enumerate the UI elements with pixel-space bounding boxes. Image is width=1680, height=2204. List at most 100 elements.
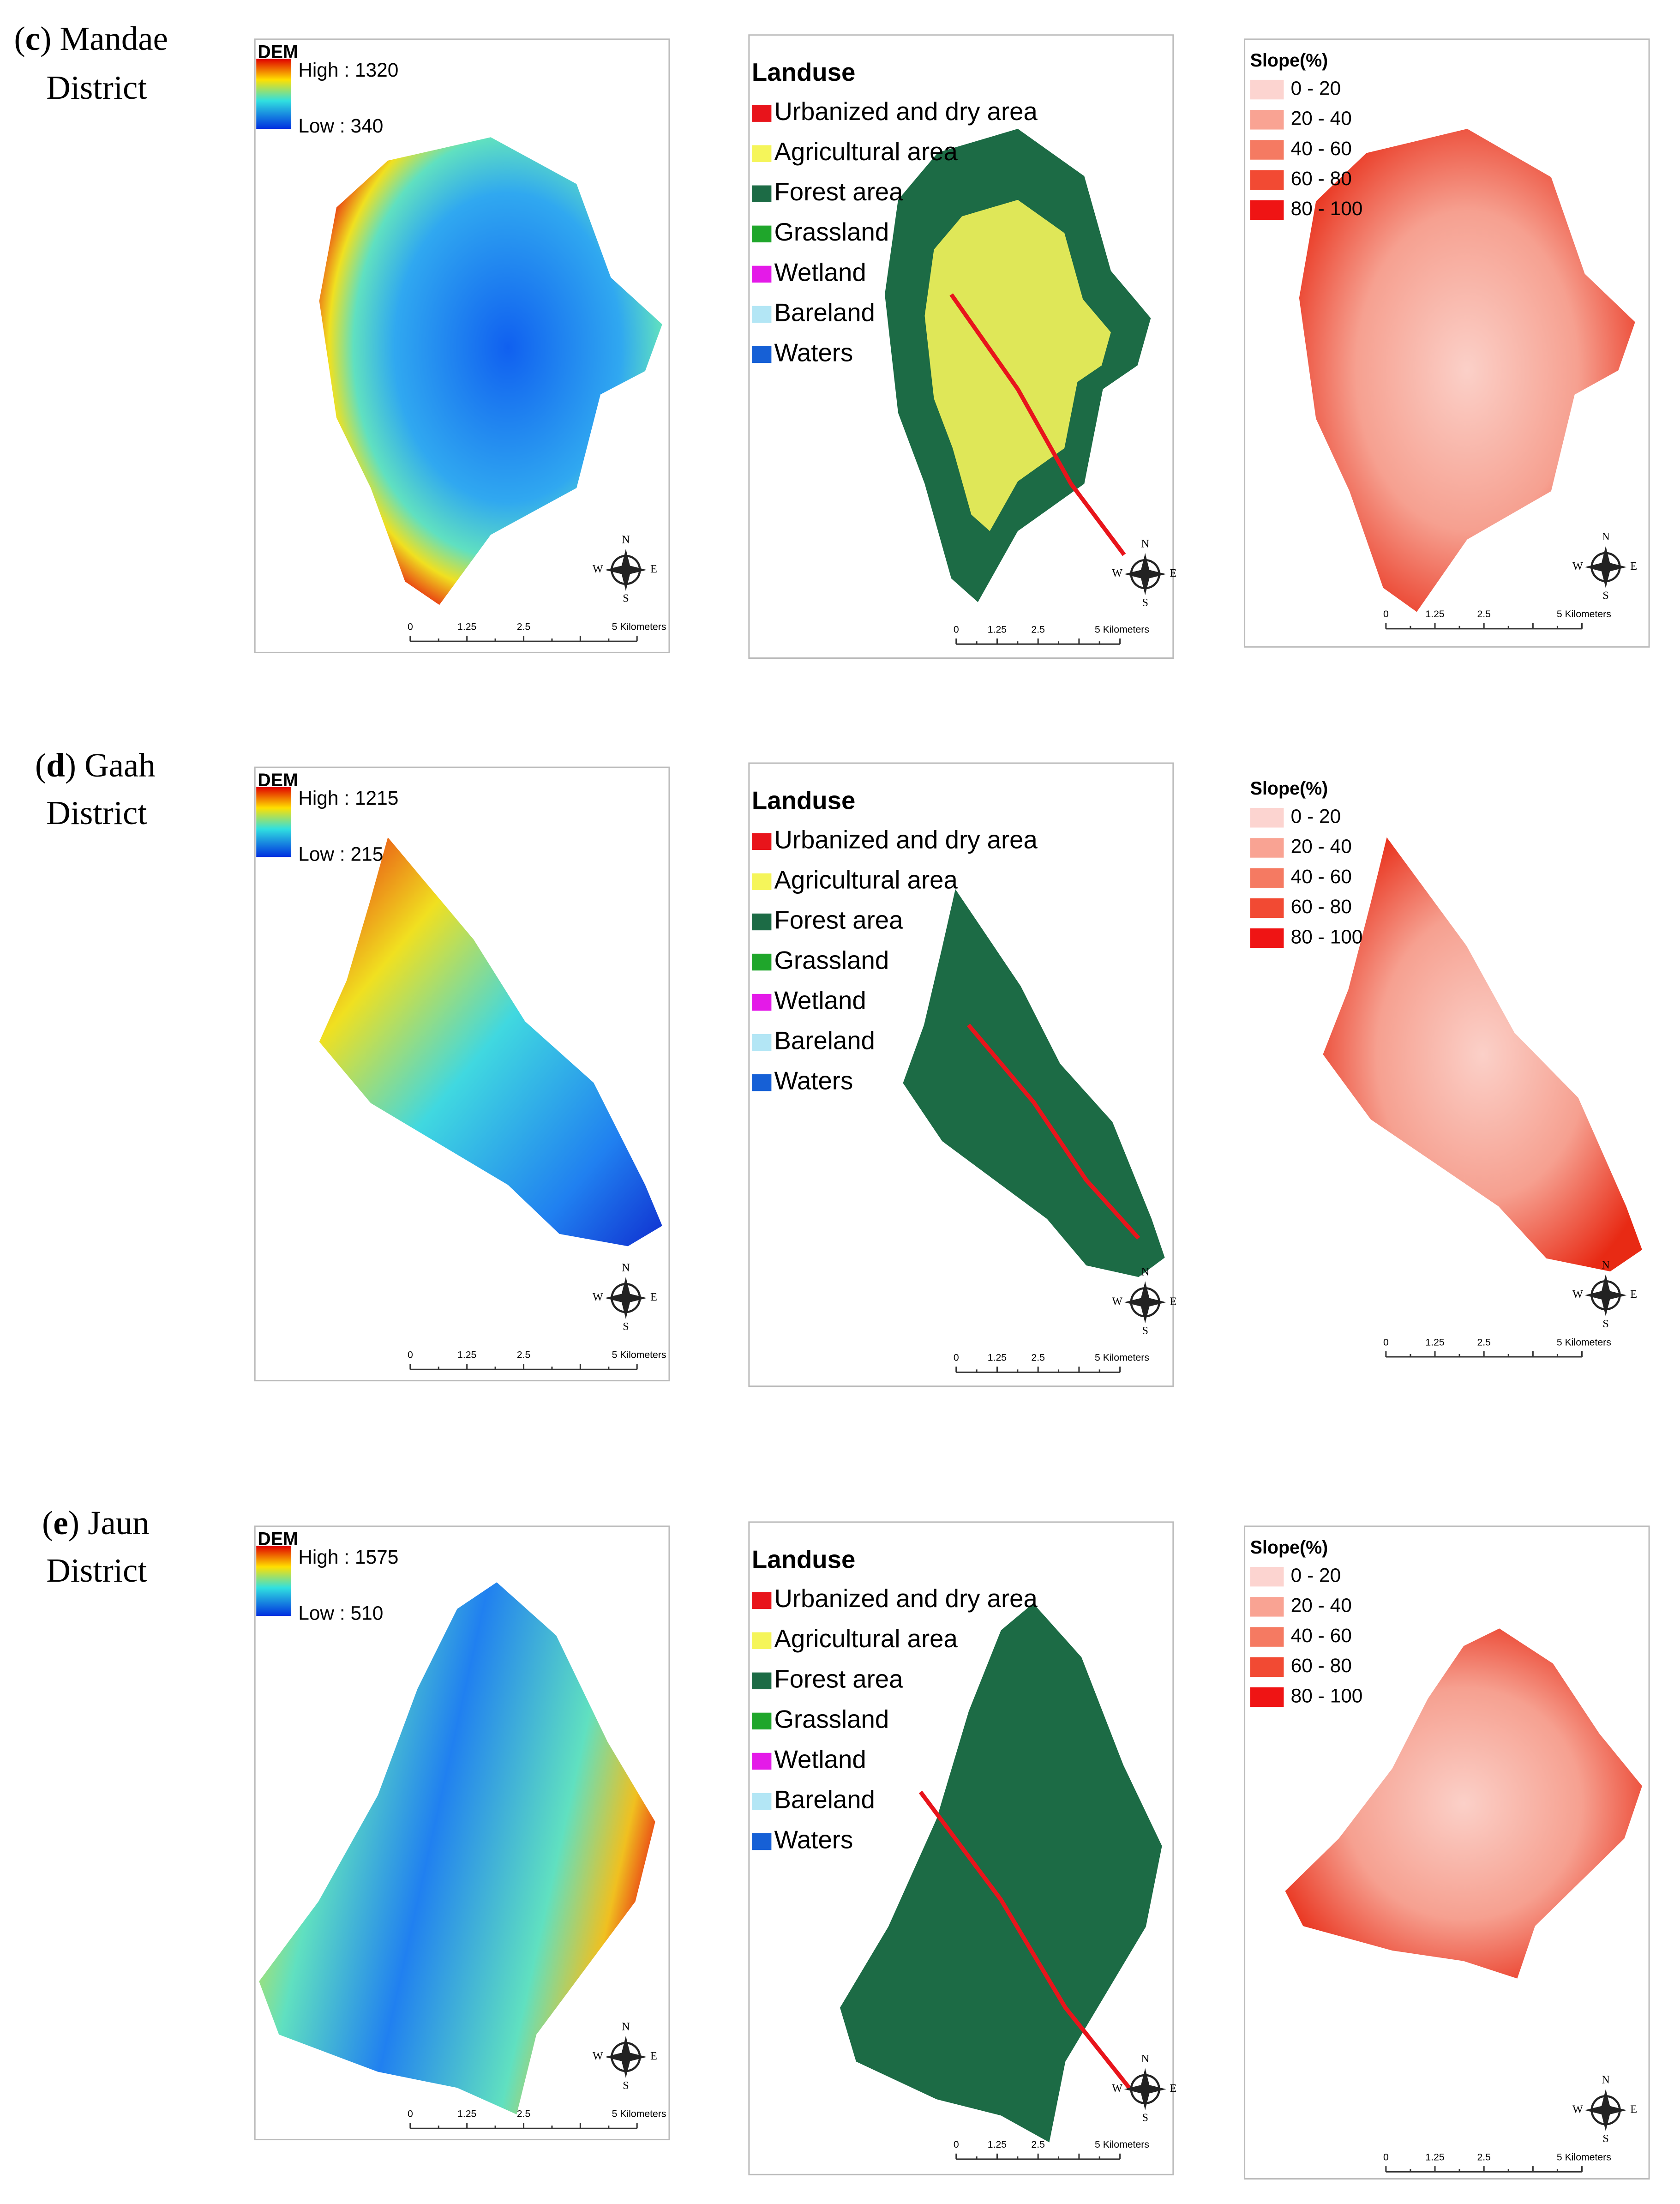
scale-label: 2.5: [1477, 609, 1491, 620]
landuse-swatch: [751, 1074, 772, 1091]
landuse-swatch: [751, 1034, 772, 1051]
landuse-swatch: [751, 105, 772, 122]
compass-label: E: [1170, 2082, 1176, 2095]
compass-label: E: [1170, 567, 1176, 579]
landuse-item: Wetland: [774, 258, 866, 286]
scale-label: 5 Kilometers: [1095, 624, 1149, 635]
landuse-item: Urbanized and dry area: [774, 1584, 1038, 1613]
dem-basin: [319, 137, 662, 605]
landuse-item: Wetland: [774, 1745, 866, 1773]
compass-star: [1584, 2089, 1627, 2132]
landuse-item: Grassland: [774, 1705, 889, 1733]
compass-label: W: [1572, 2103, 1583, 2115]
slope-swatch: [1250, 1566, 1284, 1587]
compass-label: W: [1572, 560, 1583, 572]
scale-label: 0: [408, 2108, 413, 2119]
slope-title: Slope(%): [1250, 778, 1328, 799]
landuse-swatch: [751, 1793, 772, 1810]
slope-swatch: [1250, 1687, 1284, 1707]
compass-label: W: [1112, 567, 1122, 579]
compass-label: S: [1142, 1325, 1148, 1337]
dem-high: High : 1320: [298, 59, 398, 81]
river: [918, 1790, 1132, 2090]
compass: N E S W: [1112, 1266, 1176, 1337]
panel-label: (e) Jaun: [42, 1504, 149, 1542]
landuse-item: Waters: [774, 1067, 853, 1095]
dem-basin: [259, 1582, 655, 2114]
compass-label: W: [593, 1291, 603, 1303]
compass-label: S: [1142, 596, 1148, 609]
compass-label: N: [622, 2020, 630, 2033]
landuse-swatch: [751, 306, 772, 323]
landuse-swatch: [751, 185, 772, 202]
scale-label: 0: [954, 1353, 959, 1363]
landuse-item: Urbanized and dry area: [774, 97, 1038, 126]
landuse-swatch: [751, 145, 772, 162]
compass-label: W: [1112, 2082, 1122, 2095]
compass: N E S W: [1572, 1259, 1637, 1330]
landuse-swatch: [751, 873, 772, 891]
landuse-item: Bareland: [774, 1785, 875, 1813]
dem-title: DEM: [258, 1529, 298, 1549]
landuse-swatch: [751, 913, 772, 931]
scale-label: 1.25: [988, 1353, 1007, 1363]
slope-swatch: [1250, 140, 1284, 160]
slope-item: 20 - 40: [1291, 108, 1352, 129]
dem-colorbar: [256, 1546, 292, 1616]
slope-item: 60 - 80: [1291, 168, 1352, 189]
scale-label: 2.5: [517, 1350, 531, 1361]
landuse-item: Agricultural area: [774, 866, 958, 894]
dem-low: Low : 510: [298, 1602, 383, 1624]
compass-star: [605, 2036, 647, 2078]
compass-label: S: [623, 1320, 629, 1333]
panel-label: (d) Gaah: [35, 747, 156, 784]
slope-swatch: [1250, 1597, 1284, 1617]
scale-label: 0: [954, 624, 959, 635]
scale-label: 5 Kilometers: [1095, 2139, 1149, 2150]
scale-label: 1.25: [457, 621, 476, 632]
compass-label: S: [623, 2079, 629, 2092]
compass-label: E: [1630, 1288, 1637, 1301]
landuse-swatch: [751, 994, 772, 1011]
compass-label: S: [1602, 590, 1608, 602]
compass: N E S W: [1112, 2053, 1176, 2124]
landuse-item: Forest area: [774, 1665, 903, 1693]
landuse-swatch: [751, 1592, 772, 1609]
landuse-swatch: [751, 1672, 772, 1690]
slope-item: 40 - 60: [1291, 138, 1352, 159]
scale-label: 1.25: [1425, 1337, 1444, 1348]
panel-label-line2: District: [46, 794, 147, 831]
compass: N E S W: [1572, 2074, 1637, 2145]
dem-low: Low : 215: [298, 843, 383, 865]
compass-label: S: [1602, 2132, 1608, 2145]
compass-label: E: [650, 1291, 657, 1303]
compass-label: S: [623, 592, 629, 605]
slope-swatch: [1250, 1627, 1284, 1647]
landuse-item: Waters: [774, 1825, 853, 1854]
dem-basin: [319, 837, 662, 1247]
slope-swatch: [1250, 898, 1284, 918]
compass-label: W: [1572, 1288, 1583, 1301]
slope-item: 20 - 40: [1291, 836, 1352, 857]
scale-label: 2.5: [1031, 624, 1044, 635]
slope-title: Slope(%): [1250, 1537, 1328, 1558]
landuse-item: Wetland: [774, 986, 866, 1014]
slope-item: 0 - 20: [1291, 806, 1341, 827]
landuse-swatch: [751, 225, 772, 243]
compass: N E S W: [593, 2020, 657, 2091]
compass: N E S W: [1572, 530, 1637, 602]
panel-label-line2: District: [46, 1552, 147, 1589]
slope-item: 80 - 100: [1291, 198, 1363, 219]
slope-item: 40 - 60: [1291, 866, 1352, 887]
slope-swatch: [1250, 808, 1284, 828]
landuse-title: Landuse: [752, 1545, 855, 1573]
landuse-title: Landuse: [752, 58, 855, 86]
scale-label: 2.5: [1477, 1337, 1491, 1348]
scale-label: 5 Kilometers: [612, 2108, 666, 2119]
label-part: (: [42, 1504, 53, 1542]
compass: N E S W: [593, 533, 657, 604]
landuse-item: Agricultural area: [774, 1625, 958, 1653]
label-part: d: [46, 747, 65, 784]
compass-label: N: [622, 533, 630, 546]
